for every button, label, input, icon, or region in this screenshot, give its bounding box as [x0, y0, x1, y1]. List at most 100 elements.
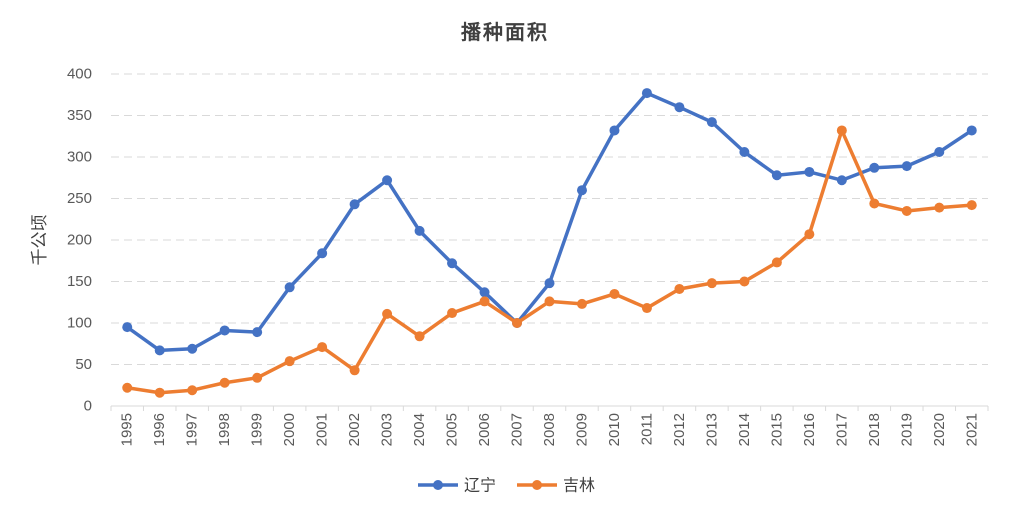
- x-tick-label: 2020: [931, 413, 948, 446]
- series-1-point-2018[interactable]: [869, 198, 880, 209]
- series-0-point-2000[interactable]: [284, 282, 295, 293]
- series-0-point-2013[interactable]: [706, 117, 717, 128]
- x-tick-label: 2006: [476, 413, 493, 446]
- x-tick-label: 2013: [703, 413, 720, 446]
- x-tick-label: 2001: [314, 413, 331, 446]
- series-0-point-2002[interactable]: [349, 199, 360, 210]
- x-tick-label: 2021: [963, 413, 980, 446]
- series-1-point-2014[interactable]: [739, 276, 750, 287]
- series-0-point-2019[interactable]: [901, 161, 912, 172]
- x-tick-label: 2019: [898, 413, 915, 446]
- series-0-point-2009[interactable]: [576, 185, 587, 196]
- series-0-point-1996[interactable]: [154, 345, 165, 356]
- y-axis-tick-labels: 0 50 100 150 200 250 300 350 400: [67, 66, 92, 415]
- x-tick-label: 2002: [346, 413, 363, 446]
- series-0-point-2015[interactable]: [771, 170, 782, 181]
- x-tick-label: 2010: [606, 413, 623, 446]
- series-0-point-2017[interactable]: [836, 175, 847, 186]
- series-0-point-2012[interactable]: [674, 102, 685, 113]
- x-tick-label: 1995: [119, 413, 136, 446]
- x-axis-tick-labels: 1995 1996 1997 1998 1999 2000 2001 2002 2003 2004…: [119, 413, 981, 446]
- series-1-point-1996[interactable]: [154, 387, 165, 398]
- series-1-point-2008[interactable]: [544, 296, 555, 307]
- series-0-point-2004[interactable]: [414, 225, 425, 236]
- y-tick-label: 200: [67, 232, 92, 249]
- series-0-point-1997[interactable]: [187, 343, 198, 354]
- y-tick-label: 350: [67, 107, 92, 124]
- legend-item-series-1[interactable]: 吉林: [517, 476, 595, 495]
- series-0: [122, 88, 977, 356]
- series-1-point-2009[interactable]: [576, 298, 587, 309]
- series-0-point-1998[interactable]: [219, 325, 230, 336]
- series-1-point-2004[interactable]: [414, 331, 425, 342]
- x-tick-label: 2012: [671, 413, 688, 446]
- series-0-point-1995[interactable]: [122, 322, 133, 333]
- y-tick-label: 300: [67, 149, 92, 166]
- series-1-point-2001[interactable]: [317, 342, 328, 353]
- legend-label: 吉林: [563, 476, 595, 495]
- series-1-point-1995[interactable]: [122, 382, 133, 393]
- series-1-point-1998[interactable]: [219, 377, 230, 388]
- series-1-point-2010[interactable]: [609, 288, 620, 299]
- series-1-point-2005[interactable]: [447, 308, 458, 319]
- series-0-point-2021[interactable]: [966, 125, 977, 136]
- x-tick-label: 2017: [833, 413, 850, 446]
- series-1-point-2011[interactable]: [641, 303, 652, 314]
- series-0-point-2001[interactable]: [317, 248, 328, 259]
- x-tick-label: 1998: [216, 413, 233, 446]
- x-tick-label: 2015: [768, 413, 785, 446]
- legend-swatch-marker: [433, 480, 443, 490]
- series-1-point-2002[interactable]: [349, 365, 360, 376]
- x-tick-label: 2004: [411, 413, 428, 446]
- series-1-point-2006[interactable]: [479, 296, 490, 307]
- series-1-point-2021[interactable]: [966, 200, 977, 211]
- series-1-point-1997[interactable]: [187, 385, 198, 396]
- legend-label: 辽宁: [464, 476, 496, 495]
- series-0-point-1999[interactable]: [252, 327, 263, 338]
- series-1-point-2019[interactable]: [901, 205, 912, 216]
- gridlines: [111, 73, 988, 365]
- series-1-line: [125, 128, 974, 395]
- series-0-point-2016[interactable]: [804, 166, 815, 177]
- series-1-point-2000[interactable]: [284, 356, 295, 367]
- x-tick-label: 2011: [638, 413, 655, 445]
- series-0-point-2010[interactable]: [609, 125, 620, 136]
- y-tick-label: 100: [67, 315, 92, 332]
- legend-item-series-0[interactable]: 辽宁: [418, 476, 496, 495]
- series-0-point-2020[interactable]: [934, 147, 945, 158]
- x-tick-label: 2000: [281, 413, 298, 446]
- x-tick-label: 2014: [736, 413, 753, 446]
- series-0-point-2008[interactable]: [544, 278, 555, 289]
- y-tick-label: 0: [84, 398, 92, 415]
- y-axis-label: 千公顷: [30, 215, 50, 266]
- x-tick-label: 2007: [509, 413, 526, 446]
- series-1-point-2017[interactable]: [836, 125, 847, 136]
- series-1-point-2012[interactable]: [674, 283, 685, 294]
- series-1-point-2016[interactable]: [804, 229, 815, 240]
- series-0-point-2003[interactable]: [382, 175, 393, 186]
- series-1-point-2013[interactable]: [706, 278, 717, 289]
- series-1-point-2020[interactable]: [934, 202, 945, 213]
- series-lines: [122, 88, 977, 398]
- legend-swatch-marker: [532, 480, 542, 490]
- x-tick-label: 2009: [573, 413, 590, 446]
- series-0-point-2011[interactable]: [641, 88, 652, 99]
- x-tick-label: 1999: [249, 413, 266, 446]
- series-1-point-1999[interactable]: [252, 372, 263, 383]
- x-tick-label: 1997: [184, 413, 201, 446]
- series-0-point-2014[interactable]: [739, 147, 750, 158]
- y-tick-label: 400: [67, 66, 92, 83]
- y-tick-label: 250: [67, 190, 92, 207]
- x-tick-label: 2003: [379, 413, 396, 446]
- series-0-point-2005[interactable]: [447, 258, 458, 269]
- chart-title: 播种面积: [461, 20, 549, 44]
- series-0-point-2006[interactable]: [479, 287, 490, 298]
- series-0-point-2018[interactable]: [869, 162, 880, 173]
- series-1-point-2007[interactable]: [512, 318, 523, 328]
- series-1-point-2015[interactable]: [771, 257, 782, 268]
- y-tick-label: 150: [67, 273, 92, 290]
- x-tick-label: 1996: [151, 413, 168, 446]
- x-tick-label: 2016: [801, 413, 818, 446]
- series-1-point-2003[interactable]: [382, 308, 393, 319]
